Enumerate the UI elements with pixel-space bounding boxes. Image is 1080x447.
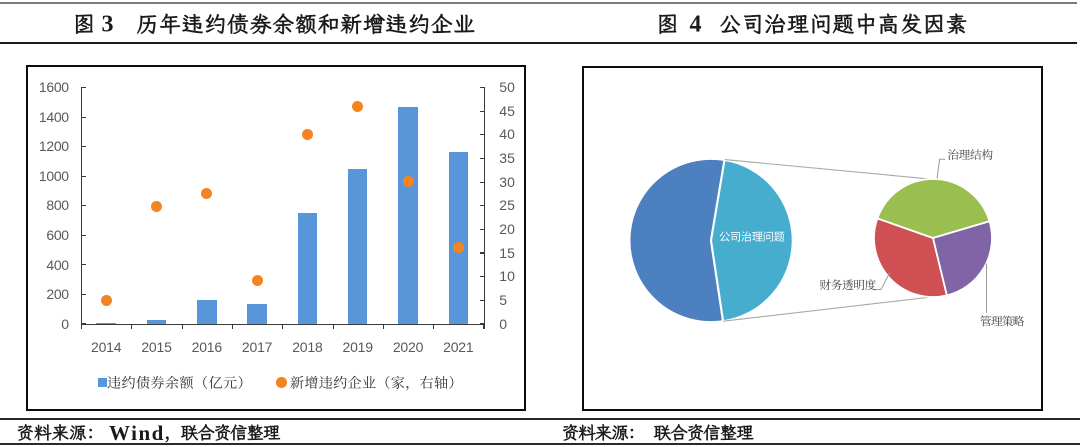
svg-text:4: 4 xyxy=(690,11,702,37)
svg-text:3: 3 xyxy=(102,11,114,37)
svg-text:Wind: Wind xyxy=(109,421,165,445)
